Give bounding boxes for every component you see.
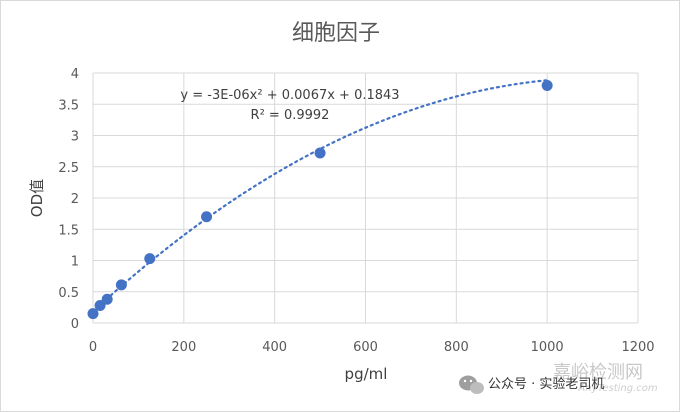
r-squared-label: R² = 0.9992 (251, 108, 330, 123)
y-tick-label: 3.5 (58, 98, 79, 113)
data-points (87, 80, 553, 320)
data-point (94, 300, 106, 311)
x-tick-labels: 0 200 400 600 800 1000 1200 (89, 340, 655, 355)
x-tick-label: 600 (353, 340, 378, 355)
x-axis-label: pg/ml (345, 365, 388, 383)
y-tick-labels: 0 0.5 1 1.5 2 2.5 3 3.5 4 (58, 67, 79, 332)
watermark-account: 公众号 · 实验老司机 (488, 376, 604, 392)
x-tick-label: 1000 (531, 340, 564, 355)
y-tick-label: 4 (71, 67, 79, 82)
wechat-icon (459, 375, 484, 394)
y-tick-label: 1 (71, 255, 79, 270)
data-point (314, 147, 326, 159)
y-tick-label: 0 (71, 317, 79, 332)
y-tick-label: 2 (71, 192, 79, 207)
x-tick-label: 200 (171, 340, 196, 355)
x-tick-label: 1200 (621, 340, 654, 355)
x-tick-label: 0 (89, 340, 97, 355)
y-tick-label: 0.5 (58, 286, 79, 301)
watermark-site: 嘉峪检测网 (553, 362, 643, 383)
data-point (87, 308, 99, 320)
y-tick-label: 1.5 (58, 223, 79, 238)
trendline-equation: y = -3E-06x² + 0.0067x + 0.1843 (180, 88, 399, 103)
x-tick-label: 800 (444, 340, 469, 355)
data-point (541, 80, 553, 91)
data-point (101, 293, 113, 305)
x-tick-label: 400 (262, 340, 287, 355)
y-tick-label: 3 (71, 130, 79, 145)
data-point (201, 211, 213, 223)
y-tick-label: 2.5 (58, 161, 79, 176)
chart-title: 细胞因子 (292, 21, 380, 46)
y-axis-label: OD值 (28, 179, 46, 217)
data-point (144, 253, 156, 265)
watermark-site-sub: AnyTesting.com (577, 383, 658, 394)
gridlines (92, 72, 639, 324)
watermark: 嘉峪检测网 AnyTesting.com 公众号 · 实验老司机 (459, 362, 658, 394)
data-point (115, 279, 127, 291)
